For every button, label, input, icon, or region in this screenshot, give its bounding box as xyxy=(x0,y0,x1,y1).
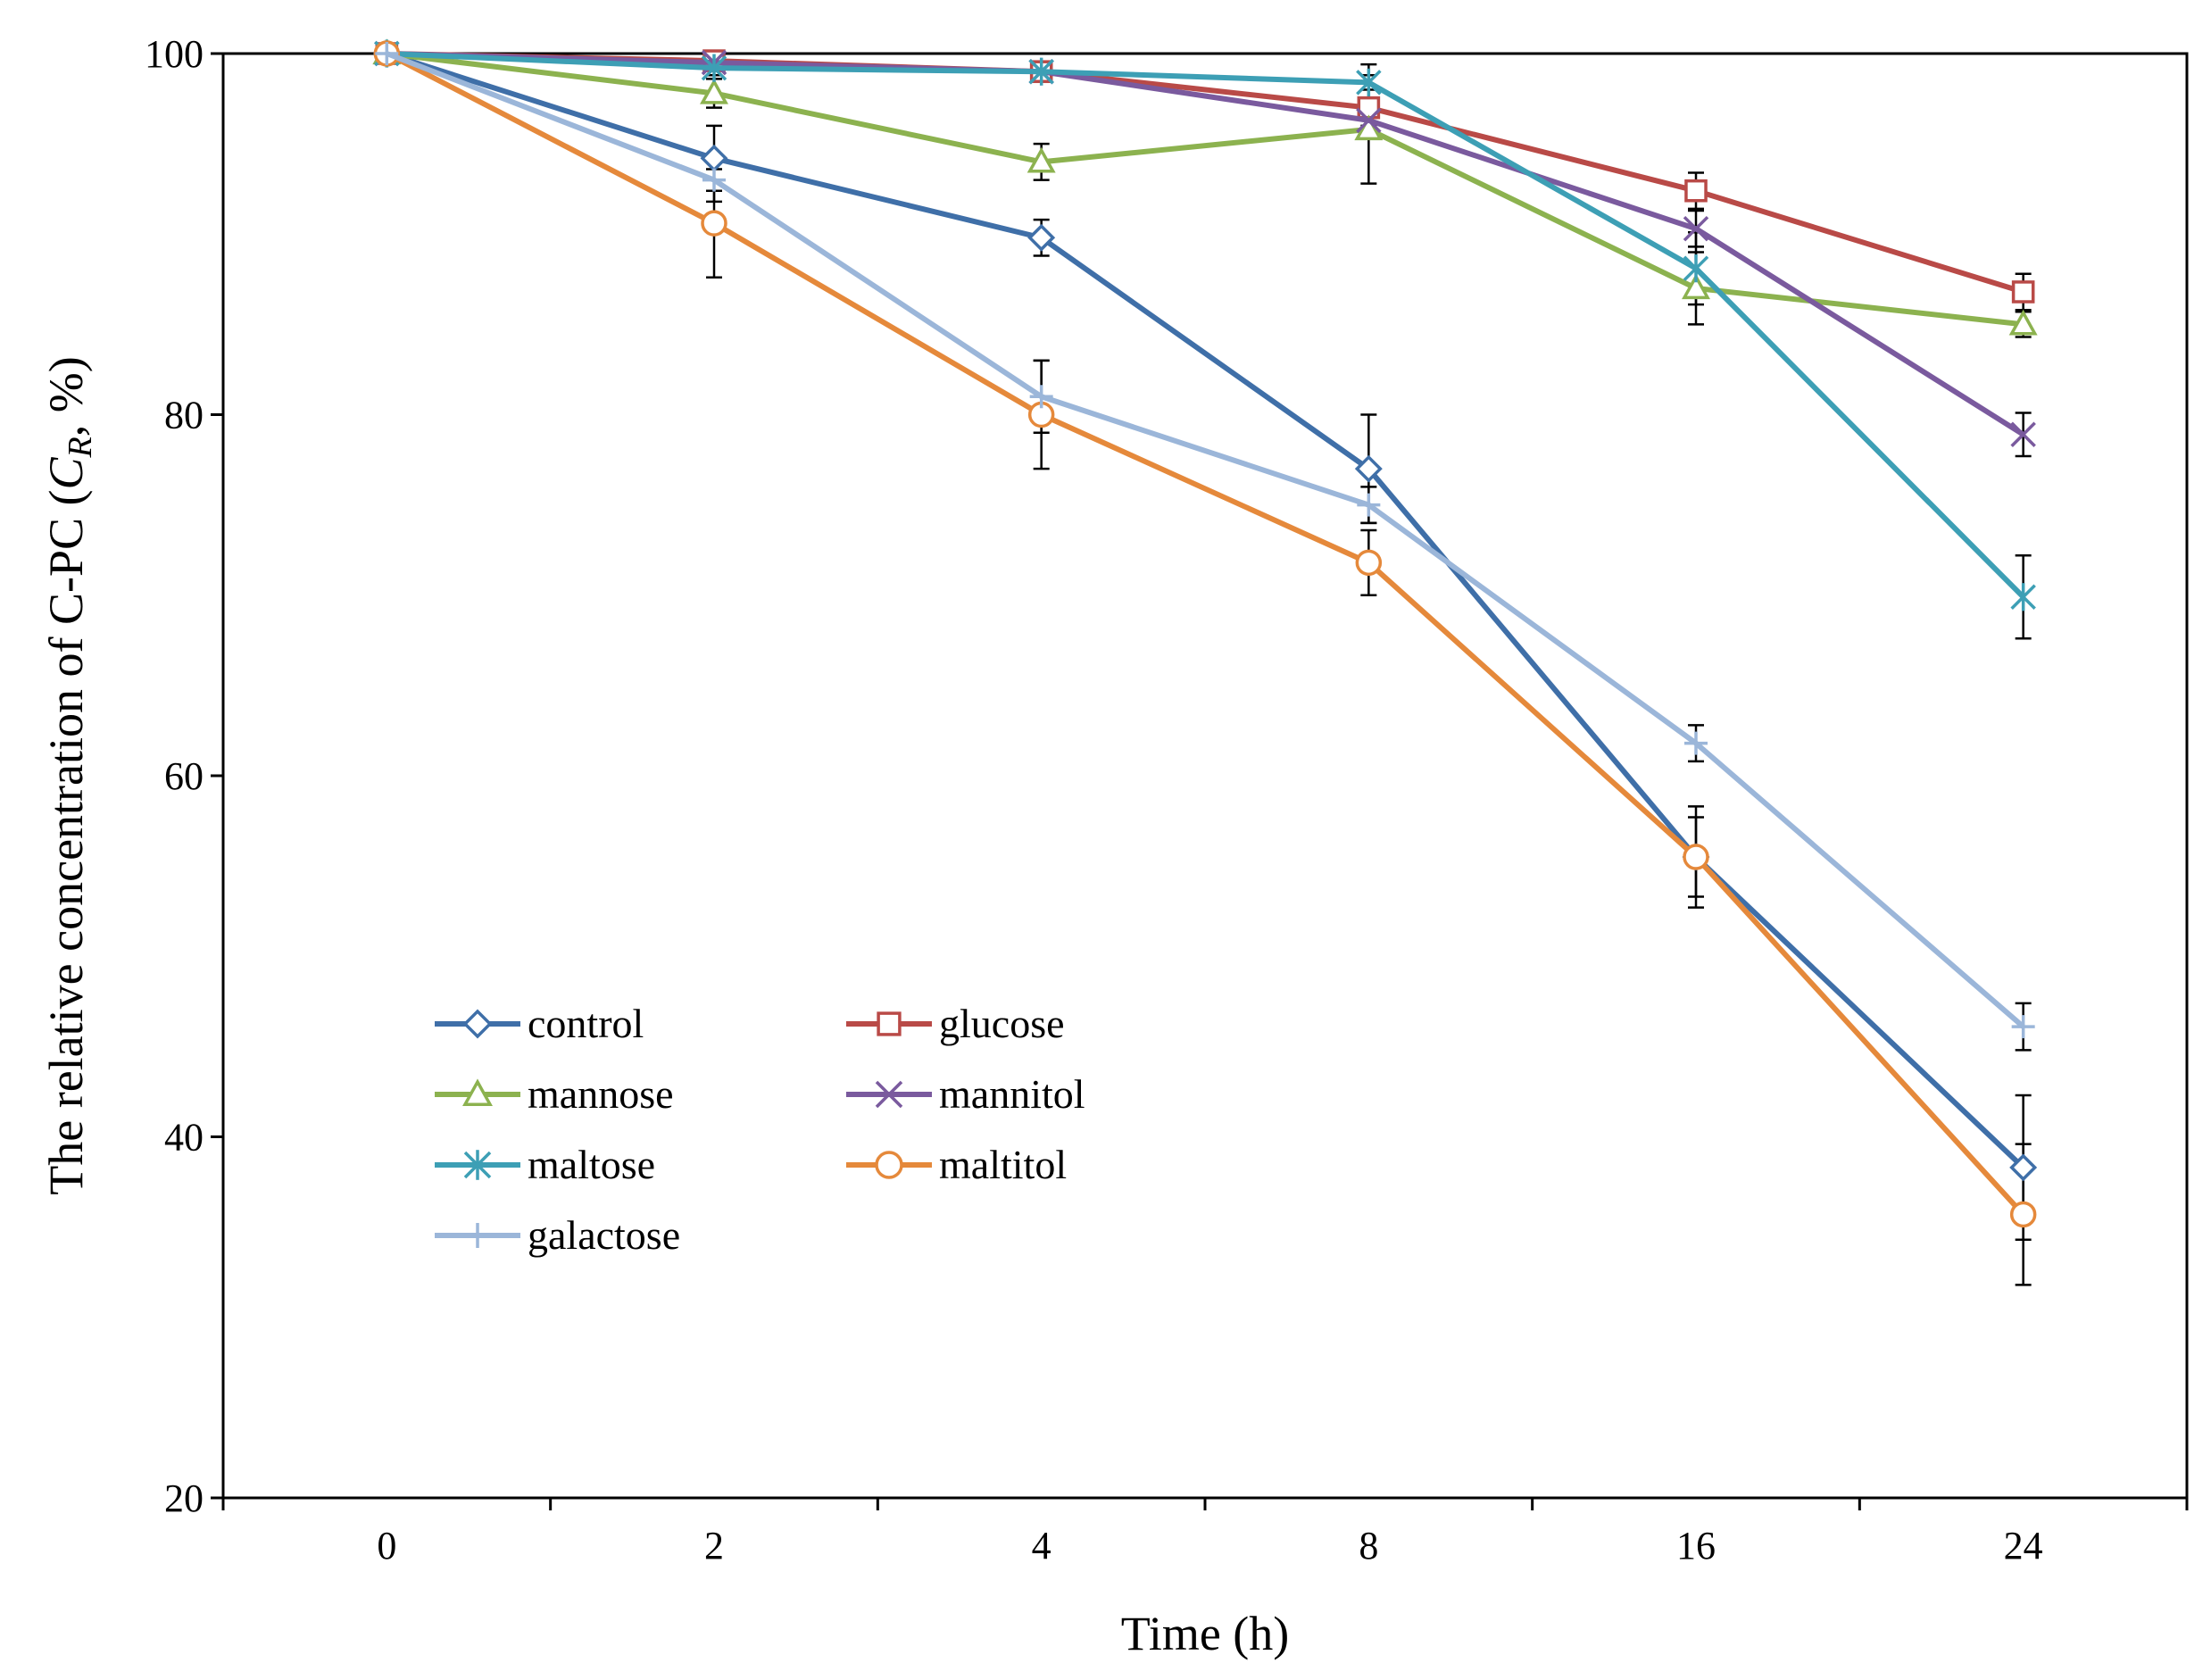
data-point-maltitol xyxy=(701,210,727,237)
data-point-control xyxy=(2009,1153,2038,1182)
marker-shape xyxy=(2010,421,2036,447)
y-tick-label: 80 xyxy=(164,394,204,437)
x-tick-label: 24 xyxy=(2004,1524,2043,1568)
legend-item-maltitol: maltitol xyxy=(846,1142,1067,1187)
y-tick-label: 20 xyxy=(164,1476,204,1520)
marker-shape xyxy=(875,1080,903,1109)
data-point-mannose xyxy=(1682,273,1710,300)
data-point-maltose xyxy=(2010,583,2036,611)
data-point-maltose xyxy=(701,54,727,82)
data-point-maltitol xyxy=(1683,844,1709,870)
marker-shape xyxy=(1027,223,1056,252)
marker-shape xyxy=(700,78,728,104)
data-point-mannose xyxy=(2008,309,2038,336)
series-line-maltose xyxy=(387,51,2025,599)
marker-shape xyxy=(2009,1153,2038,1182)
series-line-mannose xyxy=(386,51,2024,328)
legend-label: glucose xyxy=(939,1001,1065,1046)
y-axis-title-prefix: The relative concentration of C-PC ( xyxy=(39,489,93,1194)
legend-marker xyxy=(465,1223,490,1248)
marker-shape xyxy=(462,1078,493,1106)
x-tick-label: 16 xyxy=(1676,1524,1716,1568)
marker-shape xyxy=(701,210,727,237)
series-line-maltitol xyxy=(385,51,2025,1217)
marker-shape xyxy=(1027,146,1056,173)
data-point-galactose xyxy=(1357,493,1381,517)
data-point-maltitol xyxy=(2009,1201,2037,1228)
data-point-mannitol xyxy=(2010,421,2036,447)
marker-shape xyxy=(1684,179,1708,203)
x-tick-label: 8 xyxy=(1359,1524,1378,1568)
data-point-mannose xyxy=(700,78,728,104)
legend-label: mannose xyxy=(528,1071,674,1117)
y-tick-label: 100 xyxy=(145,32,204,76)
data-point-mannitol xyxy=(1356,107,1382,134)
marker-shape xyxy=(1356,107,1382,134)
y-tick-label: 60 xyxy=(164,754,204,798)
data-point-maltitol xyxy=(1355,549,1383,577)
series-maltitol xyxy=(373,40,2037,1228)
marker-shape xyxy=(1355,549,1383,577)
legend-label: maltose xyxy=(528,1142,655,1187)
data-point-galactose xyxy=(1029,385,1053,409)
legend-marker xyxy=(875,1151,903,1179)
y-axis-title: The relative concentration of C-PC (CR, … xyxy=(39,356,99,1194)
series-line-mannitol xyxy=(387,51,2025,437)
legend-item-mannose: mannose xyxy=(435,1071,674,1117)
x-tick-label: 4 xyxy=(1032,1524,1051,1568)
marker-shape xyxy=(1683,844,1709,870)
legend-marker xyxy=(462,1009,493,1039)
marker-shape xyxy=(462,1009,493,1039)
data-point-glucose xyxy=(1684,179,1708,203)
series-layer xyxy=(372,38,2038,1228)
x-axis-title: Time (h) xyxy=(1121,1607,1290,1660)
legend-marker xyxy=(463,1150,492,1180)
legend-item-galactose: galactose xyxy=(435,1212,680,1258)
y-axis-title-symbol: C xyxy=(39,456,93,489)
marker-shape xyxy=(2008,309,2038,336)
legend-marker xyxy=(462,1078,493,1106)
data-point-mannitol xyxy=(1683,215,1709,242)
y-axis-title-subscript: R xyxy=(62,437,99,458)
data-point-galactose xyxy=(1684,731,1708,755)
legend-label: maltitol xyxy=(939,1142,1067,1187)
legend-label: control xyxy=(528,1001,644,1046)
legend: control glucose mannose mannitol maltose malt… xyxy=(435,1001,1085,1258)
series-line-control xyxy=(386,51,2025,1170)
plot-frame xyxy=(221,52,2189,1500)
x-tick-label: 2 xyxy=(704,1524,724,1568)
data-point-maltose xyxy=(1028,57,1054,86)
legend-marker xyxy=(877,1011,902,1036)
legend-item-glucose: glucose xyxy=(846,1001,1065,1046)
marker-shape xyxy=(877,1011,902,1036)
legend-label: galactose xyxy=(528,1212,680,1258)
marker-shape xyxy=(875,1151,903,1179)
data-point-galactose xyxy=(702,168,726,192)
legend-label: mannitol xyxy=(939,1071,1085,1117)
legend-marker xyxy=(875,1080,903,1109)
data-point-control xyxy=(1027,223,1056,252)
y-axis-title-suffix: , %) xyxy=(39,356,93,437)
marker-shape xyxy=(1682,273,1710,300)
data-point-galactose xyxy=(375,42,399,65)
data-point-maltose xyxy=(1683,254,1709,283)
y-tick-label: 40 xyxy=(164,1116,204,1160)
legend-item-mannitol: mannitol xyxy=(846,1071,1085,1117)
marker-shape xyxy=(1354,454,1383,483)
marker-shape xyxy=(2011,280,2035,304)
series-line-galactose xyxy=(386,51,2025,1029)
data-point-maltose xyxy=(1356,68,1382,96)
x-tick-label: 0 xyxy=(377,1524,396,1568)
legend-item-maltose: maltose xyxy=(435,1142,655,1187)
series-galactose xyxy=(375,42,2035,1039)
data-point-galactose xyxy=(2011,1015,2035,1039)
data-point-glucose xyxy=(2011,280,2035,304)
marker-shape xyxy=(2009,1201,2037,1228)
data-point-mannose xyxy=(1027,146,1056,173)
marker-shape xyxy=(1683,215,1709,242)
legend-item-control: control xyxy=(435,1001,644,1046)
data-point-control xyxy=(1354,454,1383,483)
